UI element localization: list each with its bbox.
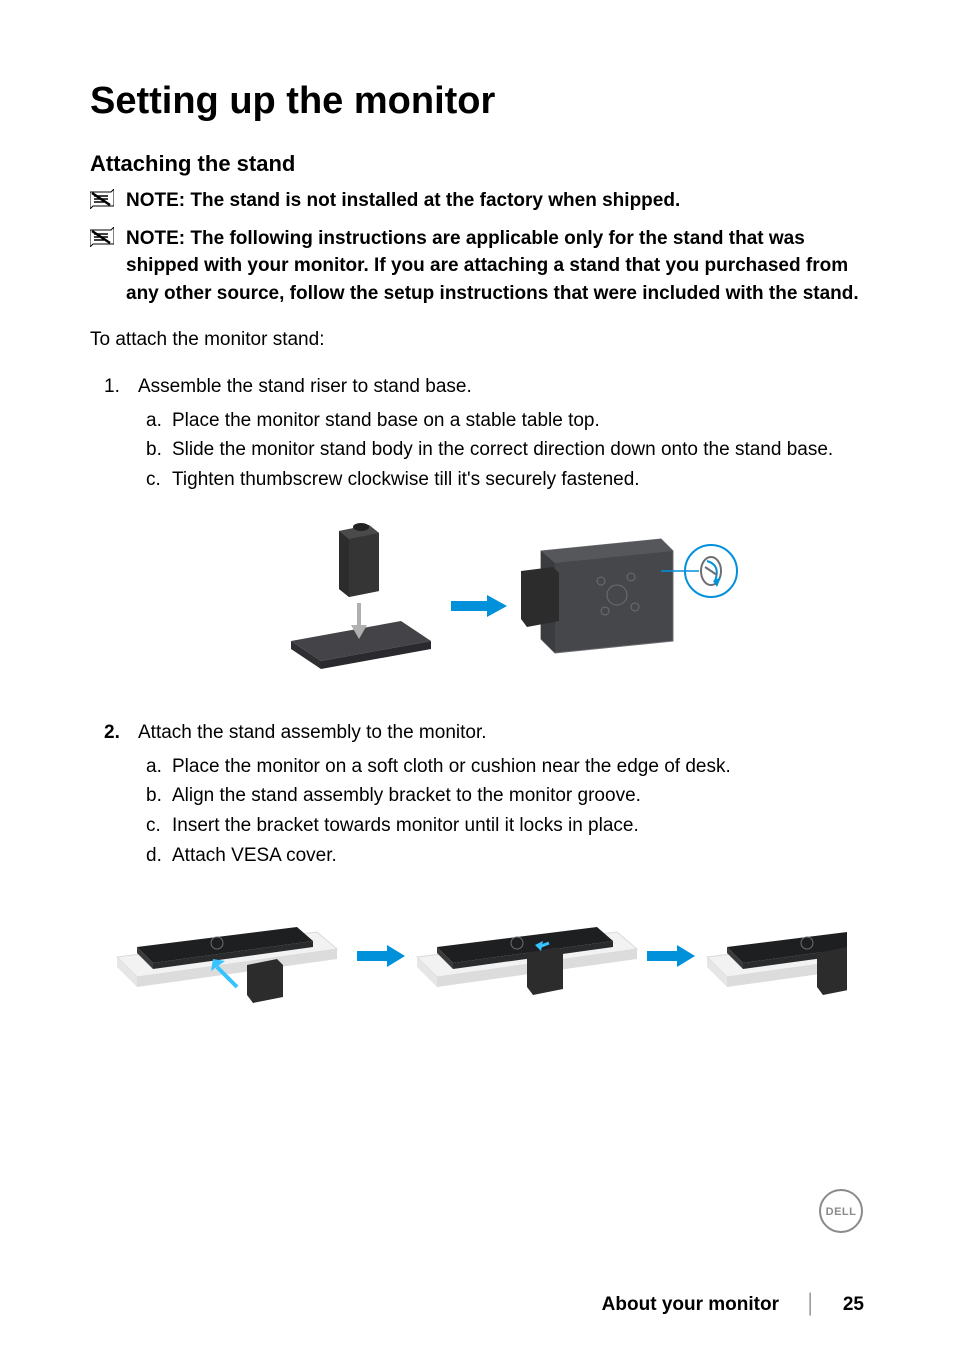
substeps-2: Place the monitor on a soft cloth or cus… — [138, 753, 864, 869]
step-text: Assemble the stand riser to stand base. — [138, 376, 472, 397]
footer-section: About your monitor — [602, 1294, 779, 1316]
step-text: Attach the stand assembly to the monitor… — [138, 722, 487, 743]
dell-logo-text: DELL — [826, 1206, 857, 1218]
figure-2 — [90, 887, 864, 1037]
note-icon — [90, 189, 114, 209]
note-1: NOTE: The stand is not installed at the … — [90, 187, 864, 215]
substeps-1: Place the monitor stand base on a stable… — [138, 407, 864, 494]
footer-page-number: 25 — [843, 1294, 864, 1316]
substep: Align the stand assembly bracket to the … — [172, 782, 864, 810]
substep: Insert the bracket towards monitor until… — [172, 812, 864, 840]
note-text: NOTE: The stand is not installed at the … — [126, 187, 680, 215]
note-icon — [90, 227, 114, 247]
note-2: NOTE: The following instructions are app… — [90, 225, 864, 308]
substep: Attach VESA cover. — [172, 842, 864, 870]
substep: Place the monitor stand base on a stable… — [172, 407, 864, 435]
page-title: Setting up the monitor — [90, 80, 864, 123]
section-heading: Attaching the stand — [90, 151, 864, 177]
substep: Place the monitor on a soft cloth or cus… — [172, 753, 864, 781]
step-2: Attach the stand assembly to the monitor… — [138, 719, 864, 1037]
substep: Tighten thumbscrew clockwise till it's s… — [172, 466, 864, 494]
dell-logo-badge: DELL — [818, 1188, 864, 1234]
steps-list: Assemble the stand riser to stand base. … — [90, 373, 864, 1037]
figure-1 — [138, 511, 864, 691]
page-footer: About your monitor │ 25 — [0, 1294, 954, 1316]
footer-divider: │ — [805, 1294, 817, 1316]
note-text: NOTE: The following instructions are app… — [126, 225, 864, 308]
intro-text: To attach the monitor stand: — [90, 329, 864, 351]
substep: Slide the monitor stand body in the corr… — [172, 436, 864, 464]
step-1: Assemble the stand riser to stand base. … — [138, 373, 864, 691]
